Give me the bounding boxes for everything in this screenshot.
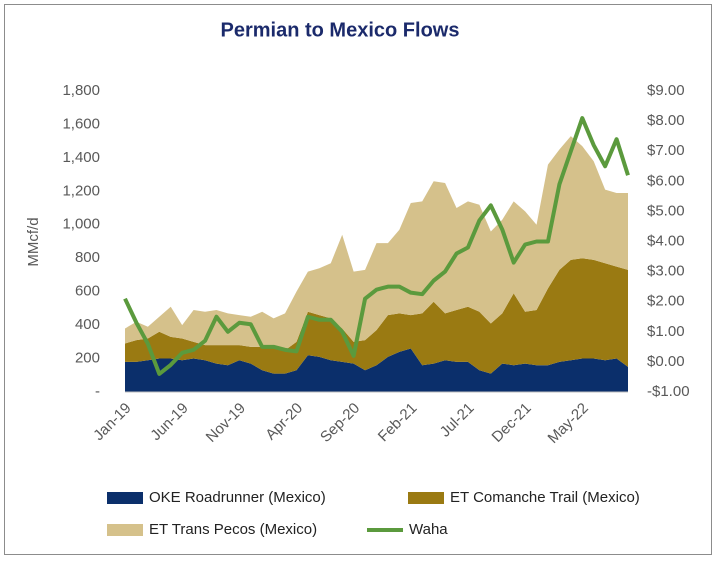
y-tick-label: 1,400 <box>62 149 100 166</box>
y-tick-label: 400 <box>75 316 100 333</box>
y2-tick-label: $5.00 <box>647 202 685 219</box>
y2-tick-label: $4.00 <box>647 232 685 249</box>
y-axis-label: MMcf/d <box>25 217 42 266</box>
legend-label: Waha <box>409 521 448 538</box>
y-tick-label: 1,200 <box>62 182 100 199</box>
y-tick-label: - <box>95 383 100 400</box>
area <box>125 348 628 392</box>
y-tick-label: 1,600 <box>62 115 100 132</box>
y2-tick-label: $3.00 <box>647 263 685 280</box>
y-tick-label: 800 <box>75 249 100 266</box>
y2-tick-label: $7.00 <box>647 142 685 159</box>
y-tick-label: 200 <box>75 350 100 367</box>
legend-swatch <box>408 492 444 504</box>
y2-tick-label: $0.00 <box>647 353 685 370</box>
legend-label: ET Trans Pecos (Mexico) <box>149 521 317 538</box>
y2-tick-label: $2.00 <box>647 293 685 310</box>
legend-swatch <box>107 524 143 536</box>
legend-label: ET Comanche Trail (Mexico) <box>450 489 640 506</box>
y2-tick-label: $8.00 <box>647 112 685 129</box>
area <box>125 136 628 351</box>
y2-tick-label: $1.00 <box>647 323 685 340</box>
y-tick-label: 1,800 <box>62 82 100 99</box>
y-tick-label: 600 <box>75 283 100 300</box>
legend-swatch <box>107 492 143 504</box>
y2-tick-label: $6.00 <box>647 172 685 189</box>
chart-title: Permian to Mexico Flows <box>221 19 460 41</box>
y2-tick-label: $9.00 <box>647 82 685 99</box>
legend-label: OKE Roadrunner (Mexico) <box>149 489 326 506</box>
y2-tick-label: -$1.00 <box>647 383 690 400</box>
area <box>125 258 628 374</box>
y-tick-label: 1,000 <box>62 216 100 233</box>
line <box>123 116 630 376</box>
